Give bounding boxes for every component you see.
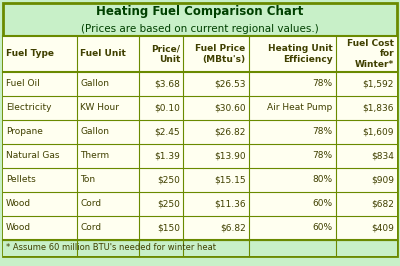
- Text: 78%: 78%: [312, 80, 332, 89]
- Text: $6.82: $6.82: [220, 223, 246, 232]
- Text: * Assume 60 million BTU's needed for winter heat: * Assume 60 million BTU's needed for win…: [6, 243, 216, 252]
- Text: $834: $834: [371, 152, 394, 160]
- Text: Cord: Cord: [80, 223, 101, 232]
- Text: $30.60: $30.60: [214, 103, 246, 113]
- Text: Cord: Cord: [80, 200, 101, 209]
- Text: Fuel Unit: Fuel Unit: [80, 49, 126, 59]
- Bar: [3, 120, 397, 144]
- Text: 78%: 78%: [312, 152, 332, 160]
- Text: 78%: 78%: [312, 127, 332, 136]
- Text: $0.10: $0.10: [154, 103, 180, 113]
- Text: $1,836: $1,836: [362, 103, 394, 113]
- Text: 60%: 60%: [312, 200, 332, 209]
- Text: Therm: Therm: [80, 152, 109, 160]
- Text: Fuel Type: Fuel Type: [6, 49, 54, 59]
- Text: Propane: Propane: [6, 127, 43, 136]
- Text: $13.90: $13.90: [214, 152, 246, 160]
- Text: $11.36: $11.36: [214, 200, 246, 209]
- Text: Fuel Price
(MBtu's): Fuel Price (MBtu's): [196, 44, 246, 64]
- Text: KW Hour: KW Hour: [80, 103, 119, 113]
- Text: 60%: 60%: [312, 223, 332, 232]
- Text: $250: $250: [157, 176, 180, 185]
- Text: Pellets: Pellets: [6, 176, 36, 185]
- Bar: [3, 36, 397, 72]
- Text: $26.82: $26.82: [214, 127, 246, 136]
- Text: $2.45: $2.45: [154, 127, 180, 136]
- Bar: [3, 168, 397, 192]
- Text: Heating Unit
Efficiency: Heating Unit Efficiency: [268, 44, 332, 64]
- Bar: [3, 240, 397, 256]
- Text: Heating Fuel Comparison Chart: Heating Fuel Comparison Chart: [96, 6, 304, 19]
- Text: $1,609: $1,609: [362, 127, 394, 136]
- Text: $150: $150: [157, 223, 180, 232]
- Text: Gallon: Gallon: [80, 80, 109, 89]
- Bar: [3, 72, 397, 96]
- Text: $682: $682: [371, 200, 394, 209]
- Text: Wood: Wood: [6, 200, 31, 209]
- Text: Natural Gas: Natural Gas: [6, 152, 60, 160]
- Text: Wood: Wood: [6, 223, 31, 232]
- Text: Price/
Unit: Price/ Unit: [151, 44, 180, 64]
- Text: Gallon: Gallon: [80, 127, 109, 136]
- Text: Electricity: Electricity: [6, 103, 52, 113]
- Text: Fuel Cost
for
Winter*: Fuel Cost for Winter*: [347, 39, 394, 69]
- Text: Air Heat Pump: Air Heat Pump: [267, 103, 332, 113]
- Text: 80%: 80%: [312, 176, 332, 185]
- Bar: [3, 96, 397, 120]
- Bar: [3, 192, 397, 216]
- Text: Ton: Ton: [80, 176, 95, 185]
- Bar: [3, 144, 397, 168]
- Text: $26.53: $26.53: [214, 80, 246, 89]
- Text: $409: $409: [371, 223, 394, 232]
- Text: $250: $250: [157, 200, 180, 209]
- Text: $909: $909: [371, 176, 394, 185]
- Text: $1.39: $1.39: [154, 152, 180, 160]
- Text: $1,592: $1,592: [363, 80, 394, 89]
- Text: Fuel Oil: Fuel Oil: [6, 80, 40, 89]
- Text: $15.15: $15.15: [214, 176, 246, 185]
- Bar: [3, 216, 397, 240]
- Text: $3.68: $3.68: [154, 80, 180, 89]
- Text: (Prices are based on current regional values.): (Prices are based on current regional va…: [81, 23, 319, 34]
